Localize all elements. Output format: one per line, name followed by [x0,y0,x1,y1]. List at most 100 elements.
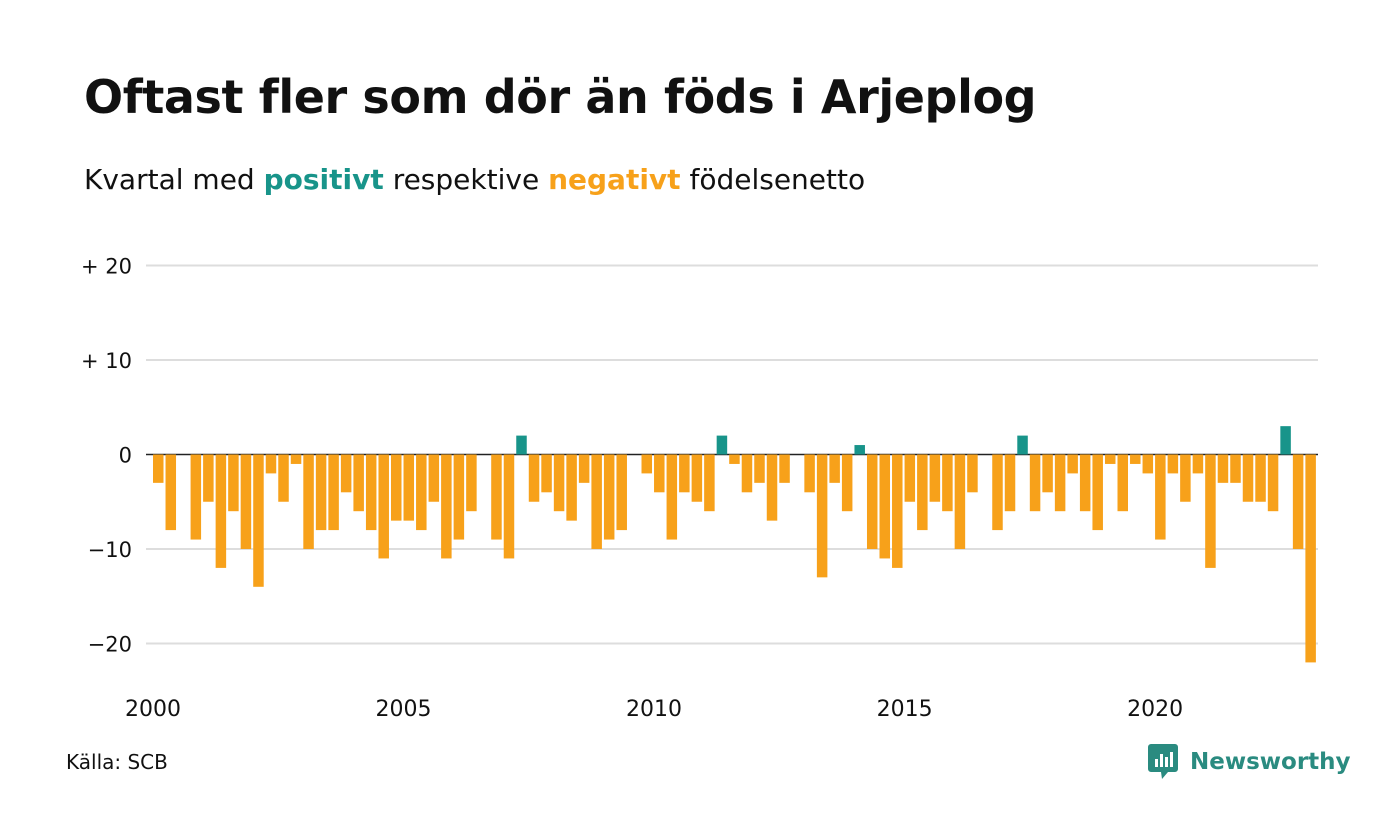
bar-negative [1305,454,1316,663]
bar-negative [278,454,289,502]
y-tick-label: −10 [88,538,132,562]
bar-negative [328,454,339,531]
bar-negative [203,454,214,502]
bar-negative [1180,454,1191,502]
bar-positive [716,435,728,455]
bar-negative [1292,454,1304,549]
subtitle-prefix: Kvartal med [84,163,255,196]
x-tick-label: 2005 [376,697,432,722]
bar-negative [829,454,840,483]
chart-subtitle: Kvartal med positivt respektive negativt… [84,163,865,196]
bar-negative [1267,454,1279,512]
bar-negative [591,454,602,549]
bar-negative [315,454,327,531]
bar-negative [416,454,427,531]
bar-negative [303,454,314,549]
newsworthy-logo-icon [1148,744,1178,779]
bar-negative [967,454,978,493]
bar-negative [1192,454,1204,474]
bar-negative [741,454,753,493]
bar-negative [378,454,389,559]
bar-negative [1130,454,1141,464]
bar-negative [954,454,966,549]
bar-negative [917,454,928,531]
bar-negative [892,454,903,568]
chart-title: Oftast fler som dör än föds i Arjeplog [84,70,1037,124]
bar-negative [992,454,1003,531]
bar-negative [265,454,277,474]
bar-negative [553,454,565,512]
subtitle-suffix: födelsenetto [689,163,866,196]
bar-negative [390,454,402,521]
bar-negative [165,454,177,531]
subtitle-positive-word: positivt [263,163,384,196]
bar-negative [190,454,202,540]
bar-negative [704,454,715,512]
bar-negative [679,454,690,493]
bar-negative [365,454,377,531]
bar-negative [1117,454,1128,512]
bar-negative [816,454,828,578]
bar-negative [1079,454,1091,512]
bar-negative [541,454,552,493]
bar-negative [240,454,252,549]
bar-negative [153,454,164,483]
bar-negative [866,454,878,549]
bar-negative [1167,454,1179,474]
bar-negative [340,454,352,493]
bar-negative [1067,454,1078,474]
bar-negative [1255,454,1266,502]
bar-negative [942,454,953,512]
bar-negative [253,454,264,587]
bar-negative [729,454,740,464]
bar-negative [641,454,653,474]
bar-negative [578,454,590,483]
bar-negative [1054,454,1066,512]
bar-negative [929,454,941,502]
bar-negative [603,454,615,540]
bar-negative [1142,454,1154,474]
bar-negative [1205,454,1216,568]
bar-negative [441,454,452,559]
bar-negative [403,454,415,521]
bar-negative [290,454,302,464]
newsworthy-logo: Newsworthy [1148,744,1351,780]
subtitle-middle: respektive [392,163,540,196]
bar-positive [516,435,527,455]
bar-negative [1042,454,1053,493]
bar-negative [779,454,790,483]
bar-negative [754,454,765,483]
bar-positive [1017,435,1028,455]
bar-negative [215,454,227,568]
bar-negative [453,454,465,540]
x-tick-label: 2015 [877,697,933,722]
y-tick-label: −20 [88,633,132,657]
bar-negative [804,454,815,493]
bar-negative [428,454,440,502]
bar-negative [1242,454,1254,502]
brand-name: Newsworthy [1190,749,1351,775]
subtitle-negative-word: negativt [548,163,681,196]
bar-negative [654,454,665,493]
bar-negative [616,454,627,531]
y-tick-label: 0 [119,444,132,468]
bar-negative [841,454,853,512]
bar-positive [1280,426,1291,455]
x-tick-label: 2020 [1127,697,1183,722]
source-note: Källa: SCB [66,750,168,774]
bar-negative [1155,454,1166,540]
bar-negative [466,454,477,512]
bar-negative [691,454,703,502]
bar-negative [1104,454,1116,464]
y-tick-label: + 10 [81,349,132,373]
y-tick-label: + 20 [81,255,132,279]
bar-positive [854,445,865,455]
x-tick-label: 2010 [626,697,682,722]
bar-negative [1230,454,1241,483]
bar-negative [766,454,778,521]
bar-negative [228,454,239,512]
x-tick-label: 2000 [125,697,181,722]
bar-negative [566,454,577,521]
bar-negative [1092,454,1103,531]
